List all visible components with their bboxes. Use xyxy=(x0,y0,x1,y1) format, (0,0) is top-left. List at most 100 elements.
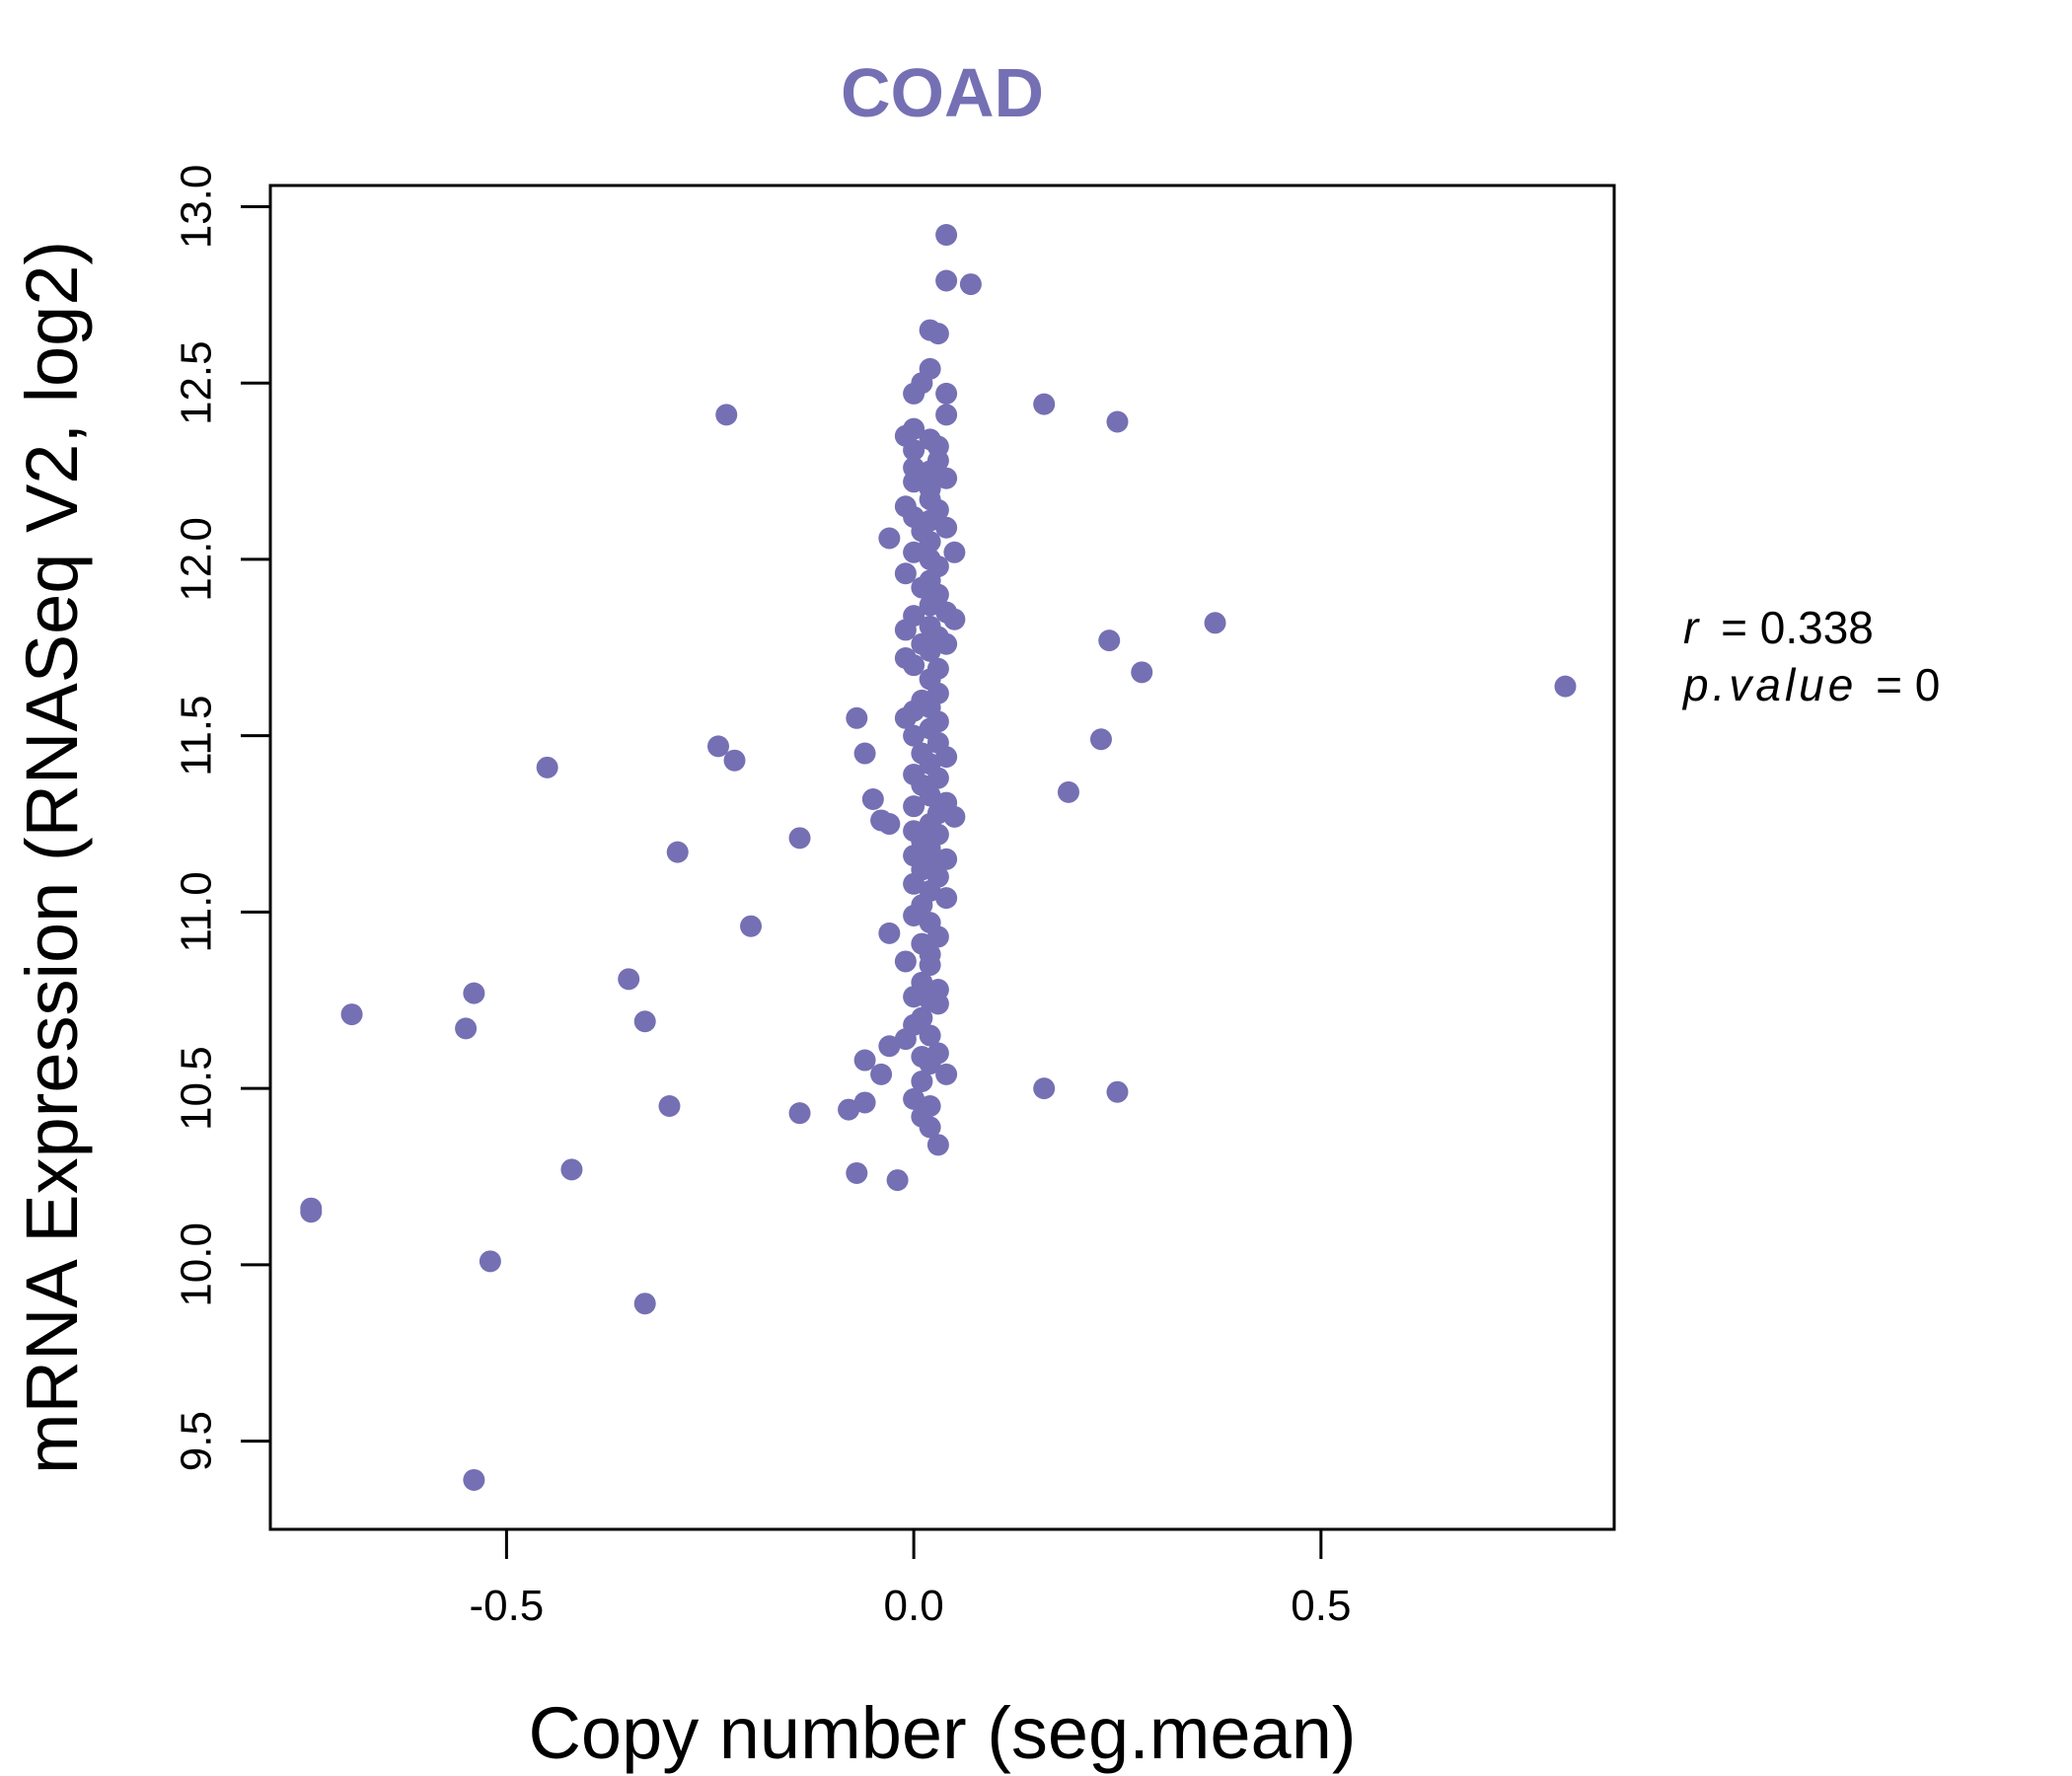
data-point xyxy=(926,323,949,345)
data-point xyxy=(935,746,958,769)
data-point xyxy=(903,986,925,1008)
data-point xyxy=(878,813,901,836)
data-point xyxy=(740,915,763,937)
data-point xyxy=(878,1035,901,1058)
data-point xyxy=(455,1017,478,1040)
data-point xyxy=(853,742,876,765)
data-point xyxy=(1057,780,1079,803)
data-point xyxy=(618,968,640,991)
data-point xyxy=(919,1053,941,1075)
data-point xyxy=(340,1003,363,1026)
data-point xyxy=(846,1161,868,1184)
data-point xyxy=(903,795,925,818)
r-label: r xyxy=(1683,602,1700,653)
data-point xyxy=(903,654,925,677)
data-point xyxy=(903,1087,925,1110)
y-axis: 9.5 10.0 10.5 11.0 11.5 12.0 12.5 13.0 xyxy=(173,165,272,1471)
data-point xyxy=(878,922,901,944)
data-point xyxy=(658,1095,681,1118)
x-tick-label: -0.5 xyxy=(469,1582,544,1630)
y-tick-label: 11.0 xyxy=(173,871,221,952)
data-point xyxy=(878,527,901,550)
data-point xyxy=(1033,1077,1056,1100)
data-point xyxy=(903,382,925,405)
data-point xyxy=(633,1010,656,1033)
data-point xyxy=(894,950,917,973)
data-point xyxy=(479,1250,501,1273)
data-point xyxy=(903,471,925,493)
data-point xyxy=(935,848,958,870)
data-point xyxy=(935,269,958,292)
data-point xyxy=(300,1201,323,1223)
data-point xyxy=(666,841,689,863)
data-point xyxy=(463,1468,485,1491)
y-tick-label: 13.0 xyxy=(173,165,221,250)
data-point xyxy=(1098,629,1121,652)
data-point xyxy=(633,1293,656,1315)
data-point xyxy=(846,706,868,729)
data-point xyxy=(903,724,925,747)
data-point xyxy=(886,1169,909,1192)
data-point xyxy=(1204,612,1226,634)
data-point xyxy=(861,788,884,811)
chart-title: COAD xyxy=(841,54,1044,131)
data-point xyxy=(959,273,982,296)
data-point xyxy=(926,767,949,789)
data-point xyxy=(919,460,941,482)
data-point xyxy=(903,872,925,895)
data-point xyxy=(715,404,738,426)
data-point xyxy=(463,982,485,1004)
p-value: 0 xyxy=(1915,659,1941,710)
data-point xyxy=(935,224,958,247)
y-tick-label: 10.5 xyxy=(173,1046,221,1131)
data-point xyxy=(919,639,941,662)
data-point xyxy=(943,805,966,828)
data-point xyxy=(1554,675,1577,698)
data-point xyxy=(903,904,925,926)
data-point xyxy=(903,439,925,462)
r-value: 0.338 xyxy=(1760,602,1874,653)
x-axis: -0.5 0.0 0.5 xyxy=(469,1527,1351,1630)
y-tick-label: 11.5 xyxy=(173,695,221,776)
correlation-annotation: r = 0.338 xyxy=(1683,602,1874,653)
data-point xyxy=(894,1028,917,1051)
data-point xyxy=(926,993,949,1015)
data-point xyxy=(935,404,958,426)
data-point xyxy=(919,531,941,554)
data-point xyxy=(926,1134,949,1156)
data-point xyxy=(894,706,917,729)
data-points xyxy=(300,224,1577,1491)
data-point xyxy=(1106,1080,1129,1103)
data-point xyxy=(894,619,917,641)
data-point xyxy=(853,1049,876,1072)
data-point xyxy=(935,382,958,405)
data-point xyxy=(919,1116,941,1139)
data-point xyxy=(788,827,811,850)
data-point xyxy=(903,541,925,563)
data-point xyxy=(1033,393,1056,415)
data-point xyxy=(935,887,958,910)
x-tick-label: 0.0 xyxy=(884,1582,944,1630)
data-point xyxy=(723,749,746,772)
data-point xyxy=(788,1102,811,1125)
data-point xyxy=(943,608,966,630)
data-point xyxy=(935,516,958,539)
data-point xyxy=(838,1098,860,1121)
y-tick-label: 12.5 xyxy=(173,340,221,425)
data-point xyxy=(894,562,917,585)
data-point xyxy=(536,756,558,778)
p-value-annotation: p.value = 0 xyxy=(1681,659,1940,710)
data-point xyxy=(870,1063,893,1085)
data-point xyxy=(911,576,933,599)
data-point xyxy=(919,1024,941,1047)
data-point xyxy=(919,784,941,807)
data-point xyxy=(935,467,958,489)
x-axis-title: Copy number (seg.mean) xyxy=(528,1692,1356,1774)
data-point xyxy=(1089,728,1112,751)
y-tick-label: 9.5 xyxy=(173,1411,221,1471)
data-point xyxy=(919,954,941,977)
y-tick-label: 12.0 xyxy=(173,517,221,602)
data-point xyxy=(919,838,941,860)
x-tick-label: 0.5 xyxy=(1291,1582,1351,1630)
